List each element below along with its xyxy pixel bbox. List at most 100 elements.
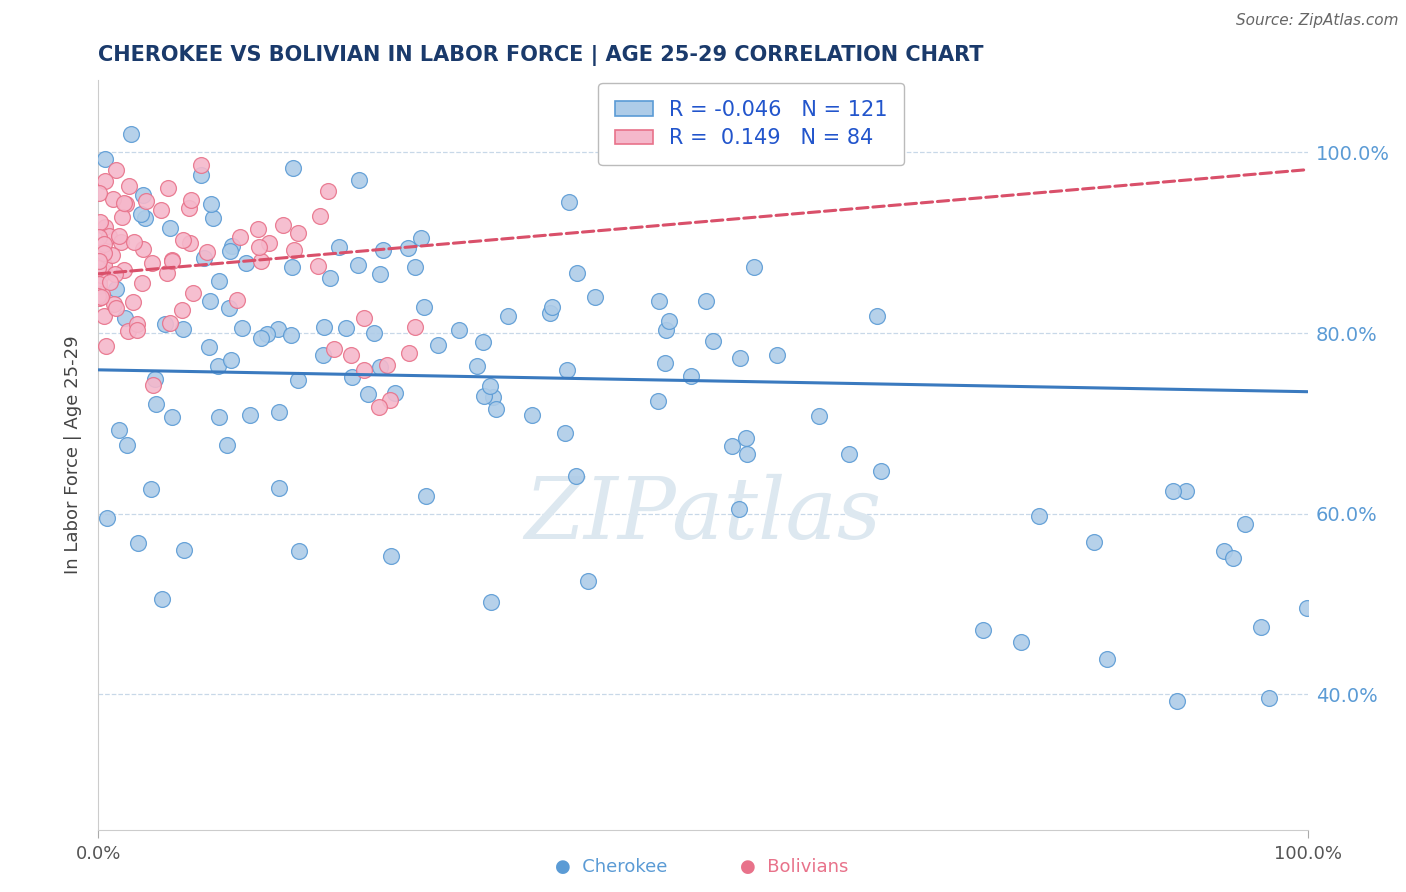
Point: [554, 425, 576, 440]
Point: [681, 368, 703, 383]
Point: [655, 323, 678, 337]
Point: [720, 439, 742, 453]
Point: [87, 261, 110, 276]
Point: [411, 231, 433, 245]
Text: Source: ZipAtlas.com: Source: ZipAtlas.com: [1236, 13, 1399, 29]
Point: [225, 293, 247, 307]
Point: [647, 393, 669, 408]
Point: [98, 275, 121, 289]
Point: [472, 335, 495, 350]
Point: [565, 267, 588, 281]
Point: [150, 591, 173, 606]
Point: [465, 359, 488, 373]
Point: [702, 334, 724, 348]
Point: [108, 229, 131, 244]
Text: ●  Cherokee: ● Cherokee: [555, 858, 668, 876]
Point: [267, 322, 290, 336]
Point: [190, 168, 212, 182]
Point: [129, 207, 152, 221]
Point: [396, 241, 419, 255]
Point: [308, 209, 330, 223]
Point: [1010, 635, 1032, 649]
Point: [808, 409, 831, 423]
Point: [1222, 550, 1244, 565]
Point: [96, 510, 118, 524]
Point: [357, 386, 380, 401]
Point: [380, 549, 402, 564]
Point: [112, 263, 135, 277]
Point: [1163, 484, 1185, 499]
Text: ZIPatlas: ZIPatlas: [524, 474, 882, 557]
Point: [104, 282, 127, 296]
Point: [87, 252, 110, 266]
Point: [742, 260, 765, 275]
Point: [89, 230, 111, 244]
Point: [157, 181, 180, 195]
Point: [654, 356, 676, 370]
Point: [578, 574, 600, 589]
Point: [170, 302, 193, 317]
Point: [250, 330, 273, 344]
Point: [145, 397, 167, 411]
Point: [162, 253, 184, 268]
Point: [114, 311, 136, 326]
Point: [1166, 694, 1188, 708]
Point: [269, 405, 291, 419]
Point: [89, 214, 111, 228]
Point: [280, 327, 302, 342]
Point: [93, 265, 115, 279]
Point: [1234, 516, 1257, 531]
Point: [247, 239, 270, 253]
Point: [728, 351, 751, 365]
Point: [160, 410, 183, 425]
Point: [866, 309, 889, 323]
Point: [377, 359, 399, 373]
Point: [139, 482, 162, 496]
Point: [412, 300, 434, 314]
Point: [378, 392, 401, 407]
Point: [143, 372, 166, 386]
Point: [118, 178, 141, 193]
Point: [90, 290, 112, 304]
Point: [207, 359, 229, 374]
Point: [87, 274, 110, 288]
Point: [208, 274, 231, 288]
Point: [87, 289, 110, 303]
Y-axis label: In Labor Force | Age 25-29: In Labor Force | Age 25-29: [65, 335, 83, 574]
Point: [347, 258, 370, 272]
Point: [347, 173, 370, 187]
Point: [368, 359, 391, 374]
Point: [91, 287, 114, 301]
Point: [110, 235, 132, 249]
Point: [288, 543, 311, 558]
Point: [193, 251, 215, 265]
Point: [159, 220, 181, 235]
Point: [735, 447, 758, 461]
Point: [127, 317, 149, 331]
Point: [122, 235, 145, 249]
Point: [149, 202, 172, 217]
Point: [1213, 544, 1236, 558]
Point: [427, 338, 450, 352]
Point: [1083, 535, 1105, 549]
Point: [125, 323, 148, 337]
Point: [404, 260, 426, 275]
Point: [87, 254, 110, 268]
Point: [472, 389, 495, 403]
Point: [281, 260, 304, 275]
Point: [695, 293, 717, 308]
Point: [339, 348, 361, 362]
Point: [120, 128, 142, 142]
Point: [115, 438, 138, 452]
Legend: R = -0.046   N = 121, R =  0.149   N = 84: R = -0.046 N = 121, R = 0.149 N = 84: [599, 83, 904, 165]
Point: [1250, 620, 1272, 634]
Point: [307, 260, 329, 274]
Point: [404, 320, 426, 334]
Point: [267, 482, 290, 496]
Point: [114, 196, 136, 211]
Point: [208, 409, 231, 424]
Point: [201, 211, 224, 226]
Point: [107, 423, 129, 437]
Point: [869, 463, 891, 477]
Point: [93, 258, 115, 272]
